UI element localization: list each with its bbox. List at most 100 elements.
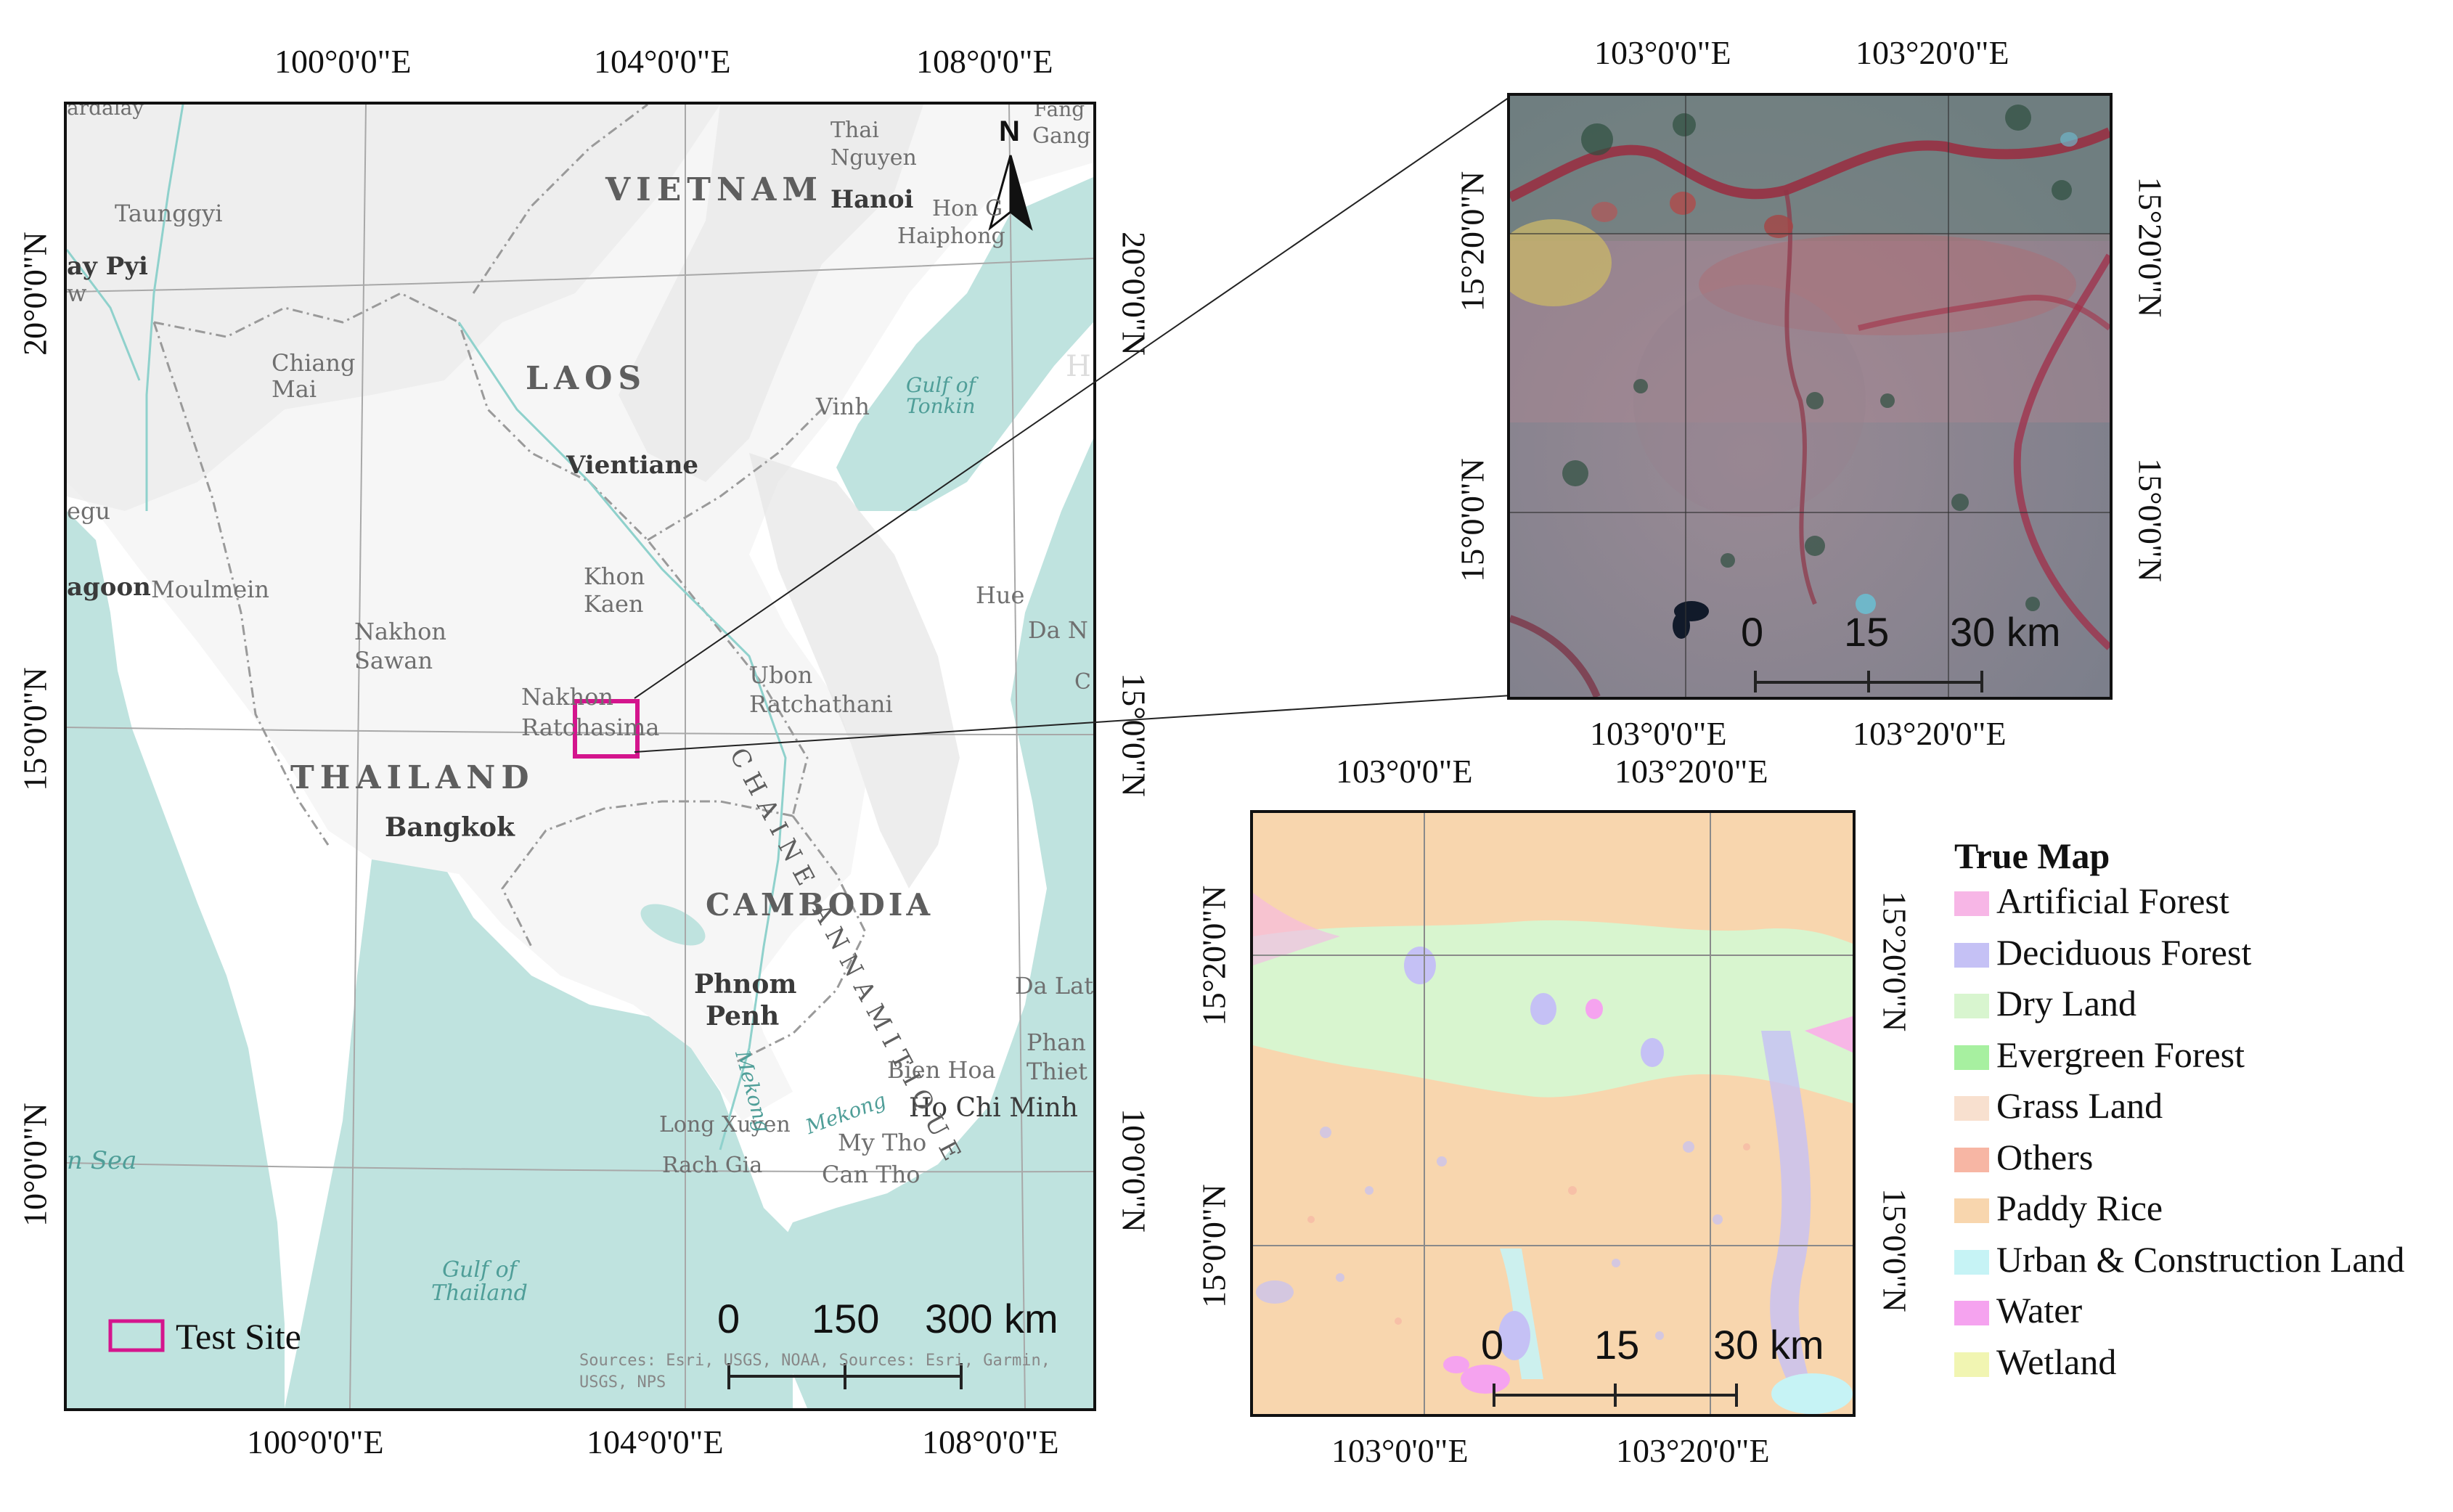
place-label: ardalay xyxy=(67,102,144,120)
place-label: Taunggyi xyxy=(115,200,223,227)
gulf-of-thailand xyxy=(285,859,793,1408)
place-label: Gang xyxy=(1032,123,1091,149)
satellite-map[interactable]: 0 15 30 km xyxy=(1507,93,2113,700)
scale-label: 30 km xyxy=(1950,609,2061,655)
legend-title: True Map xyxy=(1954,835,2110,876)
place-label: Moulmein xyxy=(151,576,269,603)
place-label: Sawan xyxy=(354,647,433,674)
scale-label: 15 xyxy=(1844,609,1890,655)
legend-item-label: Artificial Forest xyxy=(1996,880,2229,921)
lon-tick-label: 103°20'0"E xyxy=(1615,753,1768,790)
classification-map[interactable]: 0 15 30 km xyxy=(1250,810,1856,1417)
lat-tick-label: 15°20'0"N xyxy=(2131,176,2169,318)
place-label: Ubon xyxy=(749,661,813,689)
capital-label: Phnom xyxy=(694,969,797,1000)
legend: Artificial Forest Deciduous Forest Dry Lan… xyxy=(1954,880,2448,1394)
place-label: H xyxy=(1066,350,1091,383)
country-label-cambodia: CAMBODIA xyxy=(706,887,934,923)
lon-tick-label: 108°0'0"E xyxy=(922,1423,1059,1460)
legend-swatch xyxy=(1954,1096,1989,1121)
lat-tick-label: 10°0'0"N xyxy=(1115,1108,1153,1233)
water-label-line: Tonkin xyxy=(906,394,976,419)
classification-image xyxy=(1253,813,1853,1414)
water-label: Gulf of Thailand xyxy=(431,1259,528,1304)
capital-label: Bangkok xyxy=(385,812,515,843)
place-label: Thiet xyxy=(1026,1058,1087,1085)
country-label-thailand: THAILAND xyxy=(290,759,535,796)
capital-label: Vientiane xyxy=(566,451,699,480)
south-china-sea xyxy=(764,438,1093,1408)
legend-item-label: Dry Land xyxy=(1996,983,2136,1023)
andaman-sea xyxy=(67,511,285,1408)
lon-tick-label: 103°20'0"E xyxy=(1856,34,2009,71)
north-arrow-label: N xyxy=(999,115,1020,147)
place-label: Da N xyxy=(1028,616,1088,644)
place-label: Fang xyxy=(1034,102,1085,121)
place-label: Hon G xyxy=(932,196,1003,221)
legend-swatch xyxy=(1954,1301,1989,1325)
lat-tick-label: 10°0'0"N xyxy=(16,1103,54,1227)
lon-tick-label: 103°0'0"E xyxy=(1594,34,1731,71)
place-label: Rach Gia xyxy=(662,1153,763,1178)
place-label: Hue xyxy=(976,581,1025,609)
water-label: n Sea xyxy=(67,1146,137,1175)
lon-tick-label: 103°20'0"E xyxy=(1853,715,2007,752)
lat-tick-label: 20°0'0"N xyxy=(1115,232,1153,356)
lat-tick-label: 15°0'0"N xyxy=(1876,1188,1914,1312)
place-label: Kaen xyxy=(584,590,644,618)
place-label: agoon xyxy=(67,573,151,602)
legend-item-label: Deciduous Forest xyxy=(1996,931,2252,973)
place-label: egu xyxy=(67,497,111,525)
capital-label: Hanoi xyxy=(830,185,914,214)
lon-tick-label: 103°0'0"E xyxy=(1331,1432,1469,1469)
capital-label: Ho Chi Minh xyxy=(909,1093,1078,1123)
place-label: Haiphong xyxy=(897,224,1005,249)
lat-tick-label: 15°20'0"N xyxy=(1195,885,1233,1026)
place-label: My Tho xyxy=(838,1129,927,1156)
legend-swatch xyxy=(1954,1198,1989,1223)
place-label: C xyxy=(1074,669,1091,695)
scale-label: 0 xyxy=(1481,1322,1504,1368)
legend-swatch xyxy=(1954,942,1989,968)
sources-attribution: Sources: Esri, USGS, NOAA, Sources: Esri… xyxy=(579,1352,1051,1392)
legend-item-label: Wetland xyxy=(1996,1341,2117,1382)
lon-tick-label: 104°0'0"E xyxy=(587,1423,724,1460)
place-label: Thai xyxy=(830,118,879,143)
lon-tick-label: 108°0'0"E xyxy=(916,43,1053,80)
place-label: Nakhon xyxy=(354,618,446,645)
legend-item-label: Others xyxy=(1996,1136,2094,1177)
test-site-legend-label: Test Site xyxy=(176,1316,301,1357)
lat-tick-label: 15°0'0"N xyxy=(2131,458,2169,582)
place-label: w xyxy=(67,279,87,307)
water-label: Gulf of Tonkin xyxy=(906,375,976,417)
legend-swatch xyxy=(1954,1352,1989,1377)
lat-tick-label: 15°20'0"N xyxy=(1876,891,1914,1032)
country-label-laos: LAOS xyxy=(526,360,648,397)
water-label-line: Gulf of xyxy=(906,373,976,397)
satellite-image xyxy=(1510,96,2110,697)
place-label: Long Xuyen xyxy=(659,1112,791,1137)
place-label: Chiang xyxy=(272,349,356,377)
lon-tick-label: 104°0'0"E xyxy=(594,43,731,80)
legend-swatch xyxy=(1954,1147,1989,1172)
legend-swatch xyxy=(1954,1249,1989,1275)
place-label: Can Tho xyxy=(822,1161,921,1188)
lon-tick-label: 100°0'0"E xyxy=(274,43,412,80)
place-label: Ratchathani xyxy=(749,690,893,718)
overview-map[interactable]: ardalay Taunggyi ay Pyi w Chiang Mai egu… xyxy=(64,102,1096,1411)
capital-label: Penh xyxy=(706,1001,780,1031)
lon-tick-label: 103°0'0"E xyxy=(1590,715,1727,752)
country-label-vietnam: VIETNAM xyxy=(605,171,824,208)
lat-tick-label: 15°0'0"N xyxy=(1195,1184,1233,1308)
place-label: Nguyen xyxy=(830,145,917,171)
legend-item-label: Urban & Construction Land xyxy=(1996,1238,2405,1280)
legend-item-label: Paddy Rice xyxy=(1996,1188,2163,1228)
place-label: Da Lat xyxy=(1015,972,1094,1000)
lat-tick-label: 15°0'0"N xyxy=(16,667,54,791)
lat-tick-label: 15°0'0"N xyxy=(1115,673,1153,797)
lon-tick-label: 100°0'0"E xyxy=(247,1423,384,1460)
legend-swatch xyxy=(1954,1045,1989,1070)
water-label-line: Thailand xyxy=(431,1280,528,1306)
scale-label: 300 km xyxy=(925,1296,1058,1341)
water-label-line: Gulf of xyxy=(442,1257,517,1283)
